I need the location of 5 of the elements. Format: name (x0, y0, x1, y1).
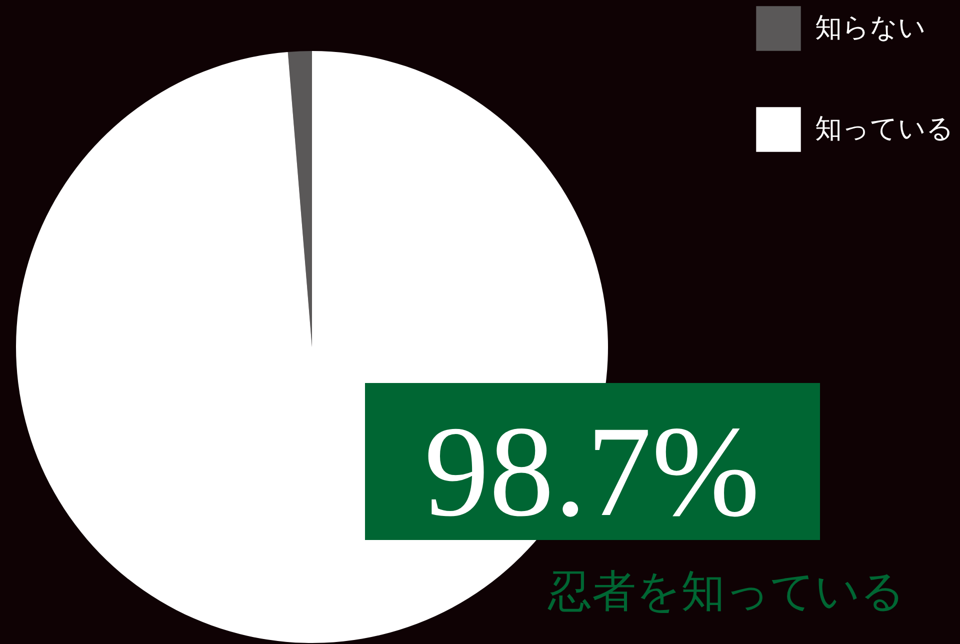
text: 98.7% (424, 400, 760, 544)
pie-slice (288, 51, 312, 347)
text: 忍者を知っている (547, 566, 905, 617)
legend-label: 知っている (815, 114, 954, 144)
legend-label: 知らない (815, 12, 926, 44)
